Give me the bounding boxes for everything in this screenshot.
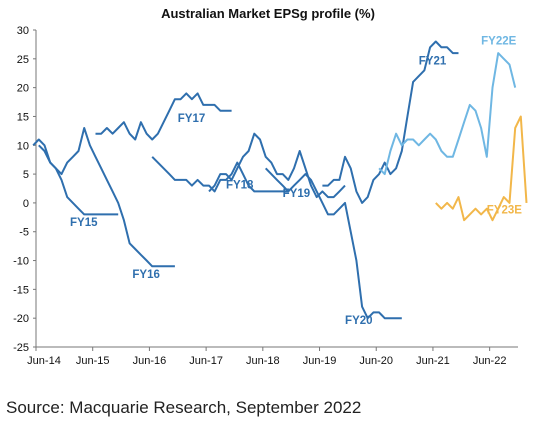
x-tick-label: Jun-18 — [246, 355, 280, 367]
x-tick-label: Jun-14 — [27, 355, 61, 367]
chart-series — [32, 40, 528, 320]
series-line-fy21 — [322, 40, 459, 204]
source-note: Source: Macquarie Research, September 20… — [6, 398, 362, 417]
y-tick-label: 20 — [17, 83, 29, 95]
y-tick-label: -20 — [13, 313, 29, 325]
x-tick-label: Jun-22 — [473, 355, 507, 367]
series-label-fy17: FY17 — [178, 113, 206, 125]
y-tick-label: 0 — [23, 198, 29, 210]
x-tick-label: Jun-16 — [133, 355, 167, 367]
x-tick-label: Jun-15 — [76, 355, 110, 367]
series-line-fy23e — [435, 115, 528, 222]
y-tick-label: 25 — [17, 54, 29, 66]
series-label-fy18: FY18 — [226, 180, 254, 192]
y-tick-label: -10 — [13, 256, 29, 268]
series-label-fy23e: FY23E — [487, 204, 522, 216]
y-tick-label: 15 — [17, 111, 29, 123]
series-label-fy15: FY15 — [70, 217, 98, 229]
chart-series-labels: FY15 FY16 FY17 FY18 FY19 FY20 FY21 FY22E FY23E — [70, 35, 522, 327]
y-tick-label: -5 — [19, 227, 29, 239]
series-label-fy21: FY21 — [419, 56, 447, 68]
x-tick-label: Jun-20 — [359, 355, 393, 367]
chart-title: Australian Market EPSg profile (%) — [161, 6, 375, 21]
x-tick-label: Jun-21 — [416, 355, 450, 367]
x-tick-label: Jun-17 — [189, 355, 223, 367]
series-line-fy22e — [378, 52, 517, 176]
series-line-fy17 — [95, 92, 232, 141]
chart: Australian Market EPSg profile (%) 30 25 2… — [13, 6, 528, 367]
series-line-fy19 — [208, 132, 346, 199]
series-label-fy19: FY19 — [283, 188, 311, 200]
series-label-fy20: FY20 — [345, 315, 373, 327]
series-label-fy16: FY16 — [132, 269, 160, 281]
series-line-fy20 — [264, 167, 402, 320]
x-tick-label: Jun-19 — [303, 355, 337, 367]
y-tick-label: 10 — [17, 140, 29, 152]
y-tick-label: 5 — [23, 169, 29, 181]
series-line-fy18 — [151, 156, 289, 193]
y-tick-label: 30 — [17, 25, 29, 37]
series-line-fy16 — [38, 127, 175, 268]
y-tick-label: -25 — [13, 342, 29, 354]
series-line-fy15 — [32, 138, 119, 216]
y-tick-label: -15 — [13, 284, 29, 296]
series-label-fy22e: FY22E — [481, 35, 516, 47]
